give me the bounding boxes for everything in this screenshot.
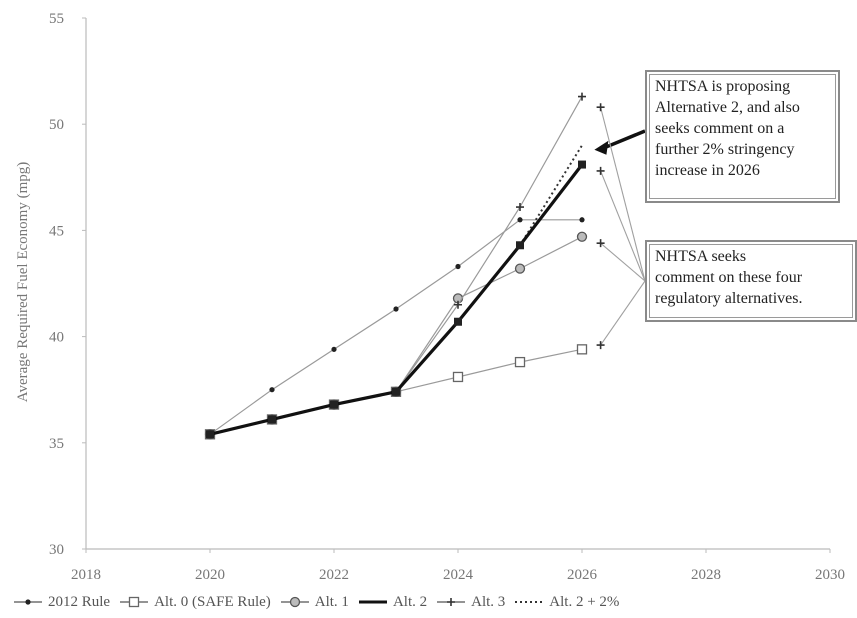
legend-label: Alt. 0 (SAFE Rule) (154, 593, 271, 610)
legend-label: Alt. 2 (392, 593, 428, 610)
point-square (392, 387, 400, 396)
legend-swatch (358, 600, 387, 604)
y-axis-ticks: 30 35 40 45 50 55 (49, 11, 86, 558)
point-dot (393, 306, 399, 312)
point-circle (289, 596, 300, 608)
callout-lines (594, 103, 646, 350)
legend-label: Alt. 2 + 2% (549, 593, 620, 610)
x-tick-label: 2024 (443, 567, 474, 583)
y-tick-label: 45 (49, 223, 64, 239)
x-tick-label: 2020 (195, 567, 225, 583)
point-square (516, 241, 524, 250)
callout-line (600, 242, 646, 282)
series-alt-2 (206, 160, 586, 439)
x-tick-label: 2026 (567, 567, 598, 583)
x-tick-label: 2022 (319, 567, 349, 583)
callout-arrow (603, 129, 646, 150)
point-circle (576, 231, 588, 242)
point-dot (579, 217, 585, 223)
annotation-alternatives: NHTSA seeks comment on these four regula… (645, 240, 857, 322)
legend-label: Alt. 1 (314, 593, 349, 610)
x-tick-label: 2028 (691, 567, 721, 583)
point-square (128, 596, 140, 608)
annotation-proposal: NHTSA is proposing Alternative 2, and al… (645, 70, 840, 203)
x-tick-label: 2030 (815, 567, 845, 583)
legend-item: Alt. 2 (357, 594, 427, 611)
point-plus (596, 166, 605, 175)
y-tick-label: 50 (49, 117, 64, 133)
point-plus (596, 103, 605, 112)
chart-legend: 2012 Rule Alt. 0 (SAFE Rule) Alt. 1 Alt. 2 A… (12, 590, 852, 614)
point-plus (596, 341, 605, 350)
y-tick-label: 40 (49, 330, 64, 346)
arrow-head (594, 140, 609, 155)
legend-item: Alt. 2 + 2% (513, 594, 619, 611)
legend-swatch (280, 596, 309, 608)
series-line (519, 144, 583, 246)
point-square (576, 344, 588, 355)
y-tick-label: 30 (49, 542, 64, 558)
x-tick-label: 2018 (71, 567, 101, 583)
point-dot (517, 217, 523, 223)
legend-swatch (515, 601, 544, 603)
legend-label: Alt. 3 (471, 593, 506, 610)
series-alt-2-2 (519, 144, 583, 246)
point-circle (514, 263, 526, 274)
series-2012-rule (207, 217, 585, 437)
point-square (268, 415, 276, 424)
point-dot (455, 263, 461, 270)
legend-swatch (14, 599, 42, 605)
x-axis-ticks: 2018 2020 2022 2024 2026 2028 2030 (71, 549, 845, 583)
point-plus (447, 598, 456, 606)
callout-line (600, 107, 646, 282)
series-alt-1 (204, 231, 588, 440)
point-dot (331, 346, 337, 352)
callout-line (600, 280, 646, 346)
series-line (209, 236, 583, 435)
point-square (206, 430, 214, 439)
legend-item: Alt. 0 (SAFE Rule) (118, 594, 271, 611)
callout-line (600, 170, 646, 282)
legend-swatch (120, 596, 149, 608)
y-tick-label: 55 (49, 11, 64, 27)
point-plus (596, 239, 605, 248)
series-line (209, 219, 582, 435)
point-square (578, 160, 586, 169)
point-dot (269, 387, 275, 393)
chart-series (204, 92, 588, 440)
point-plus (454, 300, 462, 309)
y-tick-label: 35 (49, 436, 64, 452)
legend-label: 2012 Rule (48, 593, 111, 610)
legend-swatch (437, 598, 466, 606)
legend-item: Alt. 1 (279, 594, 349, 611)
point-square (452, 371, 464, 383)
point-plus (516, 203, 524, 212)
point-plus (578, 92, 586, 101)
point-square (514, 356, 526, 368)
y-axis-label: Average Required Fuel Economy (mpg) (15, 162, 31, 402)
point-square (330, 400, 338, 409)
legend-item: Alt. 3 (435, 594, 505, 611)
legend-item: 2012 Rule (12, 594, 110, 611)
series-alt-3 (206, 92, 586, 439)
point-dot (25, 599, 31, 605)
point-square (454, 317, 462, 326)
